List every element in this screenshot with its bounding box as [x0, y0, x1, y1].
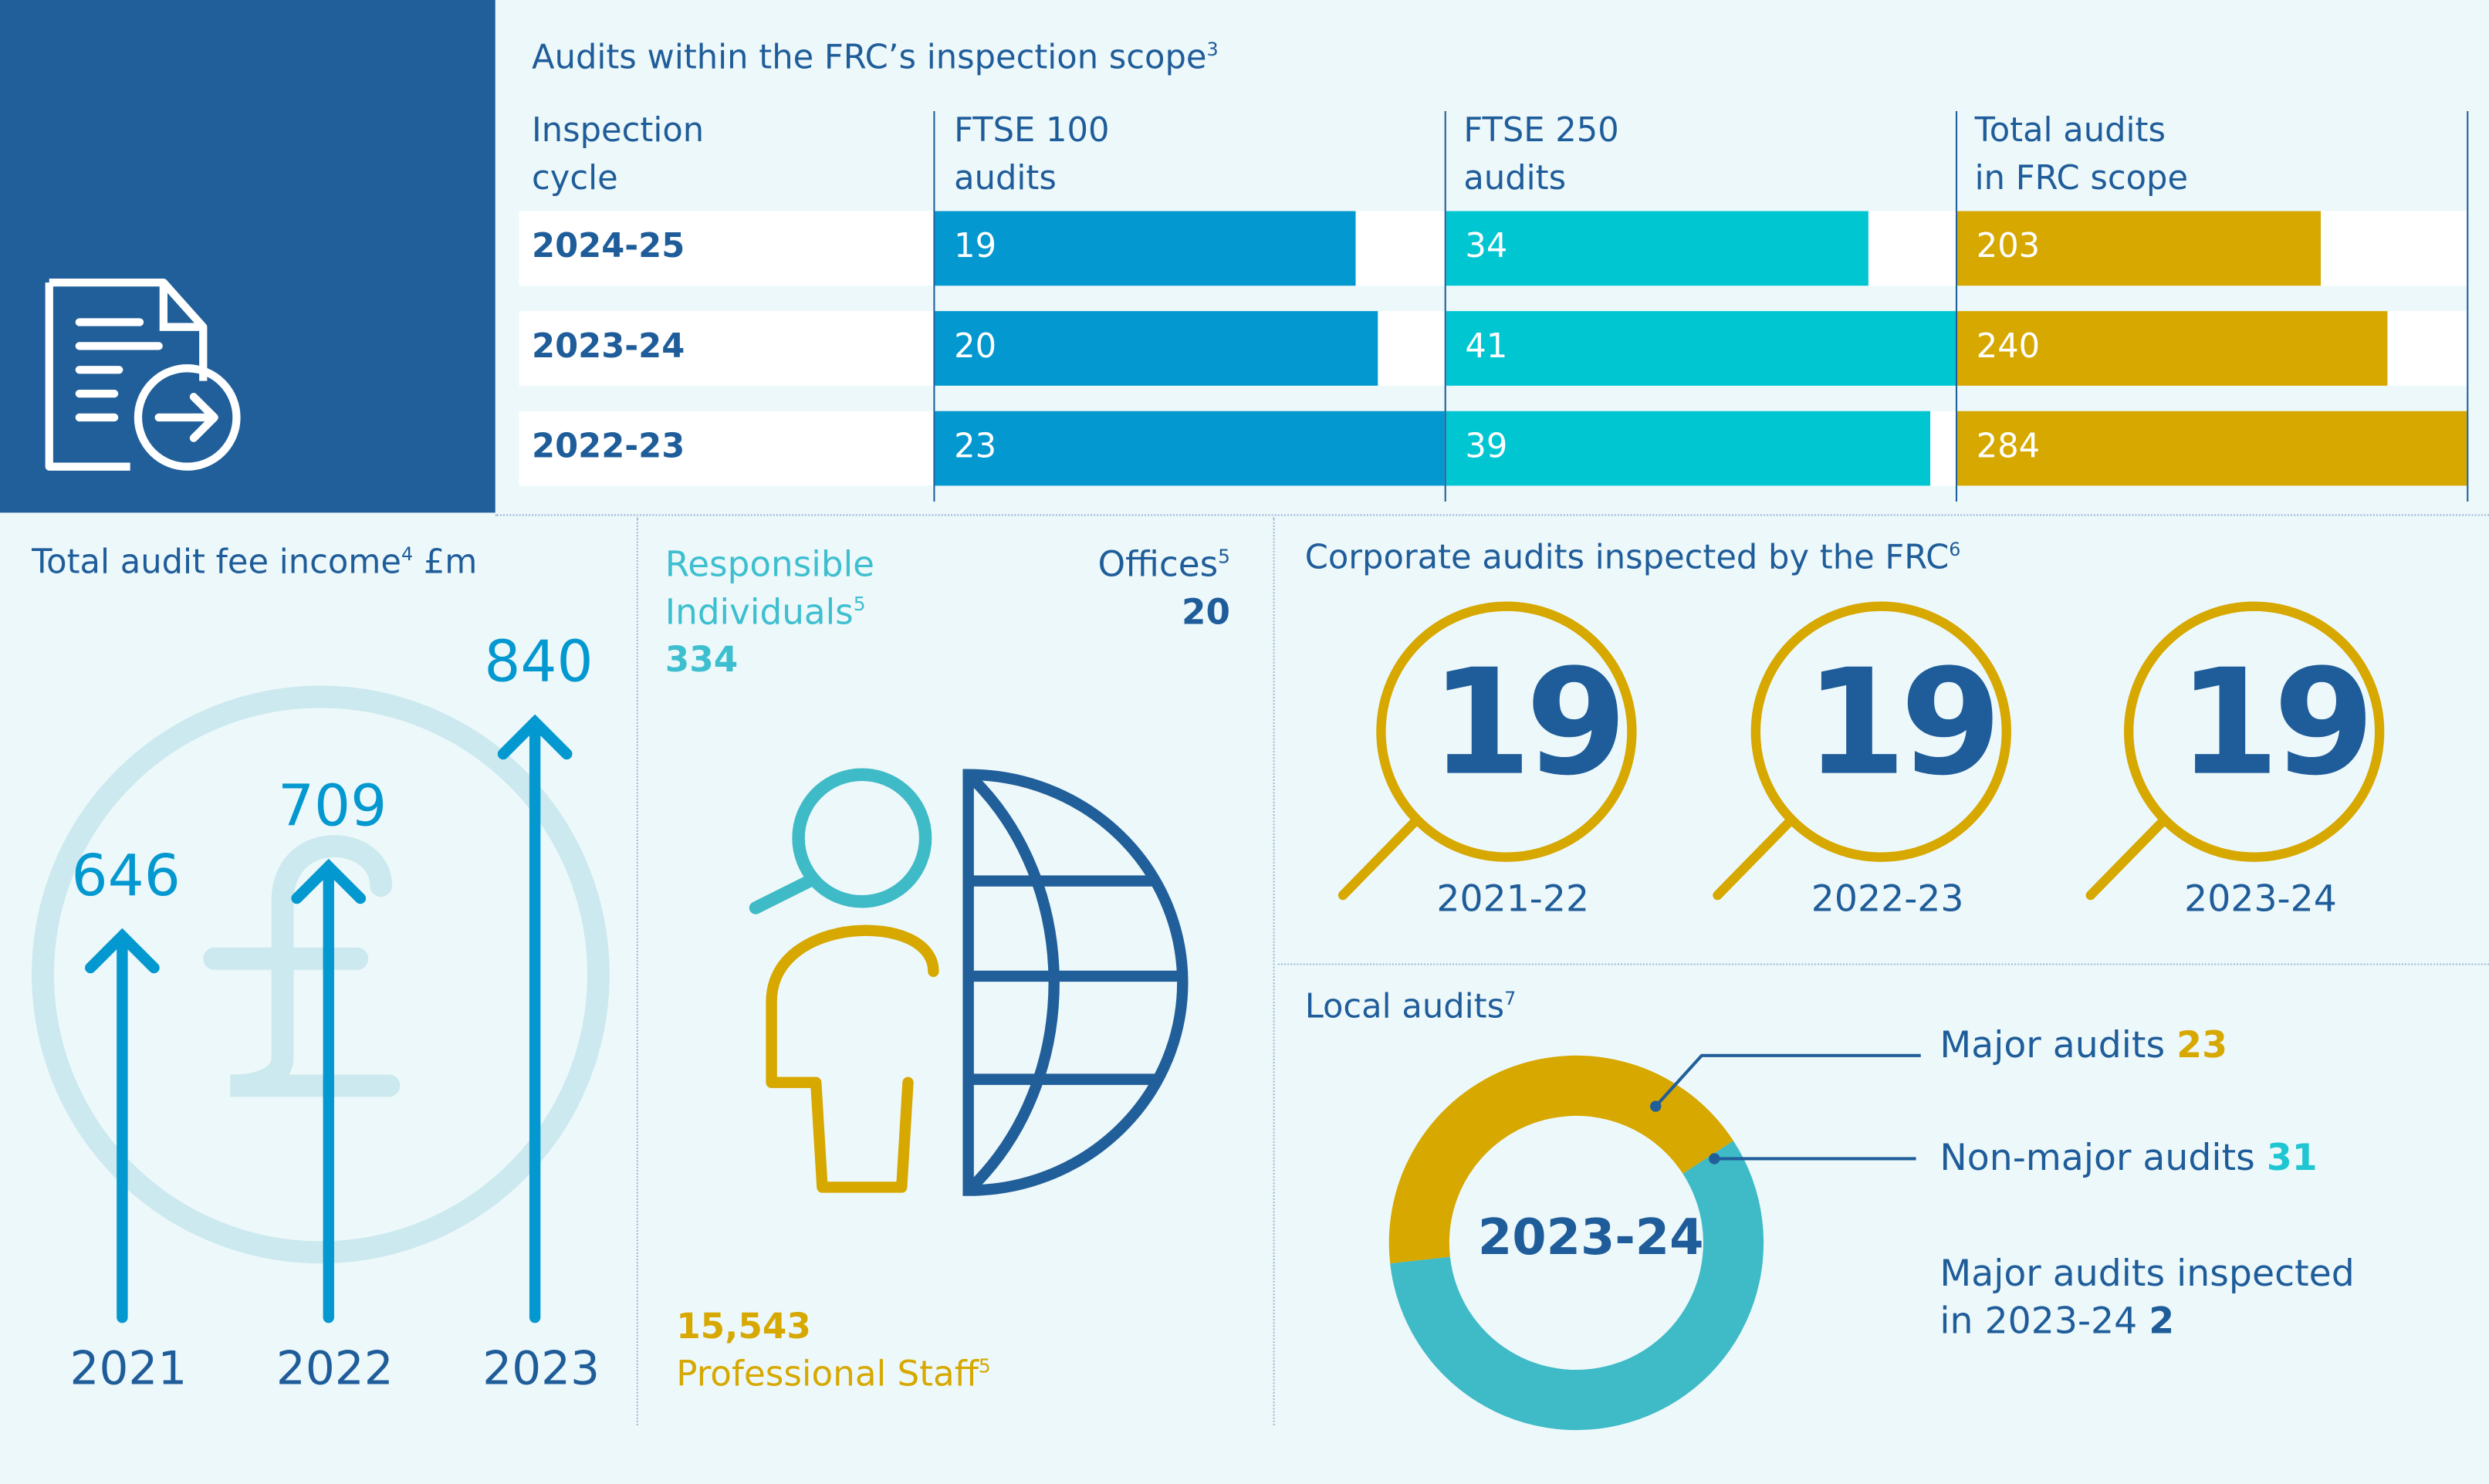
document-arrow-icon: [45, 278, 241, 471]
column-header-line: audits: [954, 158, 1057, 198]
donut-center-label: 2023-24: [1477, 1209, 1704, 1267]
column-divider: [1955, 110, 1958, 502]
column-header: Inspection cycle: [532, 106, 704, 201]
bar-value: 41: [1465, 326, 1508, 366]
divider: [1277, 963, 2489, 965]
scope-title: Audits within the FRC’s inspection scope…: [532, 38, 1219, 76]
column-divider: [1444, 110, 1446, 502]
bar-ftse100: 20: [935, 311, 1378, 386]
fee-year: 2021: [69, 1340, 188, 1395]
inspection-cycle: 2023-24: [2184, 879, 2337, 921]
bar-total: 203: [1957, 211, 2322, 286]
column-header: FTSE 250 audits: [1463, 106, 1618, 201]
bar-ftse100: 23: [935, 411, 1445, 486]
people-globe-icon: [749, 768, 1189, 1196]
divider: [495, 514, 2489, 516]
column-header-line: Inspection: [532, 110, 705, 150]
column-header-line: in FRC scope: [1974, 158, 2189, 198]
magnifier-icon: [1337, 601, 1637, 901]
person-icon: [766, 925, 939, 1193]
bar-value: 20: [954, 326, 997, 366]
inspected-count: 19: [1804, 637, 2002, 808]
local-title: Local audits7: [1304, 987, 1517, 1026]
column-header: Total audits in FRC scope: [1975, 106, 2188, 201]
column-header-line: cycle: [532, 158, 618, 198]
column-header-line: FTSE 100: [954, 110, 1110, 150]
bar-value: 34: [1465, 227, 1508, 265]
fee-year: 2022: [276, 1340, 394, 1395]
major-inspected-label: Major audits inspected in 2023-24 2: [1939, 1253, 2355, 1344]
row-cycle: 2024-25: [532, 227, 685, 265]
arrow-2021: [85, 928, 160, 1323]
column-divider: [933, 110, 935, 502]
inspection-cycle: 2022-23: [1811, 879, 1964, 921]
bar-ftse100: 19: [935, 211, 1356, 286]
fee-value: 840: [484, 630, 594, 695]
offices: Offices5 20: [1097, 545, 1231, 634]
donut-segment-major: [1388, 1055, 1733, 1264]
bar-ftse250: 41: [1446, 311, 1956, 386]
globe-icon: [962, 769, 1189, 1196]
column-header-line: Total audits: [1974, 110, 2166, 150]
inspected-count: 19: [2177, 637, 2375, 808]
responsible-individuals: Responsible Individuals5 334: [665, 546, 875, 681]
bar-value: 39: [1465, 427, 1508, 465]
column-header-line: audits: [1463, 158, 1567, 198]
divider: [636, 517, 638, 1426]
arrow-2022: [291, 858, 367, 1323]
bar-ftse250: 34: [1446, 211, 1869, 286]
header-panel: [0, 0, 495, 513]
bar-total: 240: [1957, 311, 2388, 386]
fee-value: 646: [71, 843, 181, 909]
fee-year: 2023: [482, 1340, 600, 1395]
bar-value: 284: [1976, 427, 2041, 465]
row-cycle: 2023-24: [532, 326, 685, 366]
bar-value: 240: [1976, 326, 2041, 366]
leader-line-major: [1654, 1053, 1921, 1107]
column-divider: [2467, 110, 2469, 502]
bar-value: 23: [954, 427, 997, 465]
column-header: FTSE 100 audits: [954, 106, 1109, 201]
donut-segment-nonmajor: [1390, 1141, 1764, 1431]
row-cycle: 2022-23: [532, 427, 685, 465]
inspected-count: 19: [1430, 637, 1627, 808]
magnifier-icon: [749, 768, 932, 914]
divider: [1273, 517, 1275, 1426]
bar-value: 19: [954, 227, 997, 265]
inspection-cycle: 2021-22: [1436, 879, 1590, 921]
fee-value: 709: [277, 774, 387, 840]
bar-value: 203: [1976, 227, 2041, 265]
professional-staff: 15,543 Professional Staff5: [676, 1307, 991, 1395]
magnifier-icon: [2085, 601, 2385, 901]
fees-chart: [32, 685, 610, 1323]
magnifier-icon: [1713, 601, 2011, 901]
bar-total: 284: [1957, 411, 2467, 486]
corporate-title: Corporate audits inspected by the FRC6: [1304, 538, 1961, 576]
fees-title: Total audit fee income4 £m: [32, 543, 478, 581]
nonmajor-audits-label: Non-major audits 31: [1939, 1138, 2318, 1180]
arrow-2023: [497, 714, 573, 1323]
column-header-line: FTSE 250: [1463, 110, 1619, 150]
major-audits-label: Major audits 23: [1939, 1025, 2228, 1067]
local-donut: [1388, 1053, 1921, 1431]
bar-ftse250: 39: [1446, 411, 1931, 486]
